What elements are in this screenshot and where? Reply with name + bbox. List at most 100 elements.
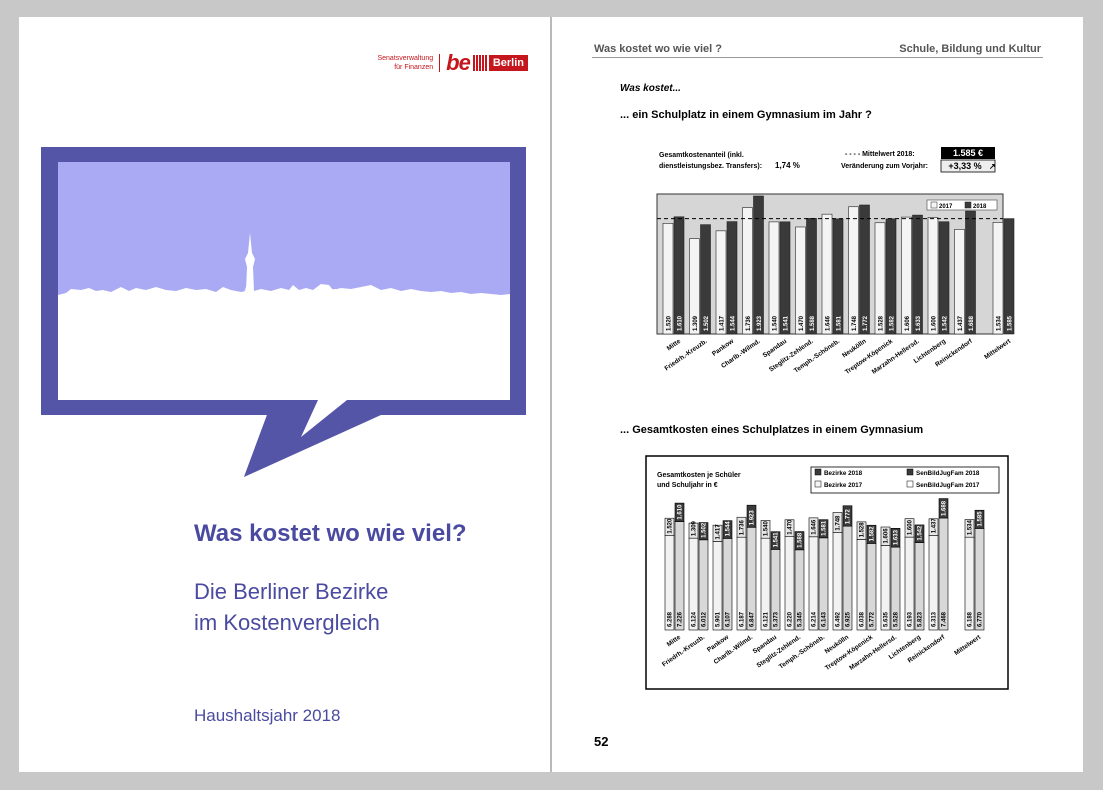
chart2-legend-swatch bbox=[906, 480, 914, 488]
chart1-legend-label: 2017 bbox=[939, 204, 953, 210]
chart2-data-label: 5.528 bbox=[894, 611, 900, 627]
chart1-bar bbox=[662, 223, 674, 335]
chart2-bar-bez2017 bbox=[712, 524, 723, 542]
chart1-bar bbox=[1003, 218, 1015, 335]
chart1-change-value: +3,33 % bbox=[948, 161, 981, 171]
chart1-data-label: 1.540 bbox=[773, 315, 779, 331]
page-number: 52 bbox=[594, 734, 609, 749]
chart1-bar bbox=[753, 195, 764, 335]
berlin-logo: Senatsverwaltung für Finanzen be Berlin bbox=[377, 50, 528, 76]
chart2-data-label: 6.193 bbox=[908, 611, 914, 627]
chart2-data-label: 1.470 bbox=[788, 519, 794, 535]
chart2-data-label: 6.121 bbox=[764, 611, 770, 627]
chart1-data-label: 1.748 bbox=[852, 315, 858, 331]
chart1-bar bbox=[912, 214, 923, 335]
chart1-bar bbox=[954, 229, 965, 335]
chart2-data-label: 1.581 bbox=[822, 520, 828, 536]
chart2-data-label: 1.610 bbox=[678, 504, 684, 520]
chart1-bar bbox=[795, 226, 806, 335]
cover-subtitle-line2: im Kostenvergleich bbox=[194, 610, 380, 635]
chart1-data-label: 1.633 bbox=[916, 315, 922, 331]
chart2-bar-bez2018 bbox=[746, 504, 757, 528]
logo-senate-text: Senatsverwaltung für Finanzen bbox=[377, 54, 441, 72]
logo-be: be bbox=[446, 50, 471, 75]
chart2-data-label: 1.541 bbox=[774, 532, 780, 548]
arrow-up-right-icon: ↗ bbox=[989, 162, 996, 171]
chart1-legend-swatch bbox=[930, 201, 938, 209]
chart1-share-value: 1,74 % bbox=[775, 161, 800, 170]
chart1-share-label-1: Gesamtkostenanteil (inkl. bbox=[659, 152, 744, 159]
chart1-data-label: 1.534 bbox=[997, 315, 1003, 331]
chart1-data-label: 1.588 bbox=[810, 315, 816, 331]
chart1-bar bbox=[742, 207, 753, 335]
chart1-bar bbox=[715, 230, 727, 335]
chart2-data-label: 6.313 bbox=[932, 611, 938, 627]
chart2-bar-bez2018 bbox=[974, 509, 985, 529]
chart2-legend-label: SenBildJugFam 2017 bbox=[916, 482, 980, 489]
chart2-data-label: 1.582 bbox=[870, 526, 876, 542]
chart2-data-label: 5.635 bbox=[884, 611, 890, 627]
cover-title: Was kostet wo wie viel? bbox=[194, 520, 467, 547]
chart2-bar-bez2017 bbox=[832, 512, 843, 533]
chart2-data-label: 5.345 bbox=[798, 611, 804, 627]
cover-subtitle-line1: Die Berliner Bezirke bbox=[194, 579, 389, 604]
chart2-data-label: 1.309 bbox=[692, 520, 698, 536]
intro-text: Was kostet... bbox=[620, 83, 681, 94]
chart2-bar-bez2017 bbox=[964, 519, 975, 538]
chart1-bar bbox=[859, 204, 870, 335]
chart1-bar bbox=[821, 213, 833, 335]
chart1-data-label: 1.610 bbox=[678, 315, 684, 331]
chart2-bar-bez2018 bbox=[722, 520, 733, 539]
chart1-data-label: 1.417 bbox=[720, 315, 726, 331]
chart2-data-label: 6.492 bbox=[836, 611, 842, 627]
chart1-data-label: 1.528 bbox=[879, 315, 885, 331]
chart2-data-label: 7.226 bbox=[678, 611, 684, 627]
chart2-data-label: 1.534 bbox=[968, 520, 974, 536]
chart2-legend-label: SenBildJugFam 2018 bbox=[916, 470, 980, 477]
chart1-data-label: 1.502 bbox=[704, 315, 710, 331]
chart1-data-label: 1.688 bbox=[969, 315, 975, 331]
chart2-data-label: 1.606 bbox=[884, 528, 890, 544]
chart2-bar-bez2018 bbox=[818, 519, 829, 539]
chart1-data-label: 1.772 bbox=[863, 315, 869, 331]
chart1-data-label: 1.581 bbox=[837, 315, 843, 331]
chart1-data-label: 1.646 bbox=[826, 315, 832, 331]
chart2-caption-1: Gesamtkosten je Schüler bbox=[657, 472, 741, 479]
chart2-legend-label: Bezirke 2017 bbox=[824, 482, 863, 489]
chart2-legend-swatch bbox=[814, 480, 822, 488]
skyline-silhouette bbox=[58, 233, 510, 312]
chart2-bar-bez2017 bbox=[688, 522, 699, 539]
chart2-bar-bez2017 bbox=[928, 518, 939, 536]
chart1-data-label: 1.544 bbox=[731, 315, 737, 331]
chart1-bar bbox=[768, 221, 780, 335]
chart2-data-label: 6.214 bbox=[812, 611, 818, 627]
chart2-legend-swatch bbox=[906, 468, 914, 476]
chart2-legend-box bbox=[810, 466, 1000, 494]
chart1-change-box bbox=[940, 159, 996, 173]
chart2-bar-bez2017 bbox=[856, 521, 867, 540]
chart1-bar bbox=[901, 216, 912, 335]
chart2-bar-bez2018 bbox=[938, 498, 949, 519]
chart-total-costs: Gesamtkosten je Schüler und Schuljahr in… bbox=[645, 455, 1009, 690]
chart2-bar-bez2017 bbox=[736, 516, 747, 538]
chart2-caption-2: und Schuljahr in € bbox=[657, 482, 718, 489]
chart2-data-label: 6.143 bbox=[822, 611, 828, 627]
page-divider bbox=[550, 17, 552, 772]
chart2-data-label: 6.038 bbox=[860, 611, 866, 627]
question-2: ... Gesamtkosten eines Schulplatzes in e… bbox=[620, 424, 924, 436]
chart1-bar bbox=[992, 222, 1004, 335]
chart2-data-label: 5.901 bbox=[716, 611, 722, 627]
chart1-mean-label: - - - - Mittelwert 2018: bbox=[845, 151, 915, 158]
chart1-mean-box bbox=[941, 147, 995, 159]
chart2-data-label: 6.220 bbox=[788, 611, 794, 627]
chart1-change-label: Veränderung zum Vorjahr: bbox=[841, 163, 928, 170]
speech-bubble-skyline-graphic bbox=[41, 147, 526, 477]
chart1-bar bbox=[779, 221, 791, 335]
chart1-bar bbox=[965, 210, 976, 335]
chart1-mean-value: 1.585 € bbox=[953, 148, 983, 158]
chart2-data-label: 6.107 bbox=[726, 611, 732, 627]
chart2-bar-bez2017 bbox=[760, 520, 771, 539]
chart2-data-label: 1.923 bbox=[750, 510, 756, 526]
chart2-data-label: 1.417 bbox=[716, 524, 722, 540]
chart1-data-label: 1.520 bbox=[667, 315, 673, 331]
